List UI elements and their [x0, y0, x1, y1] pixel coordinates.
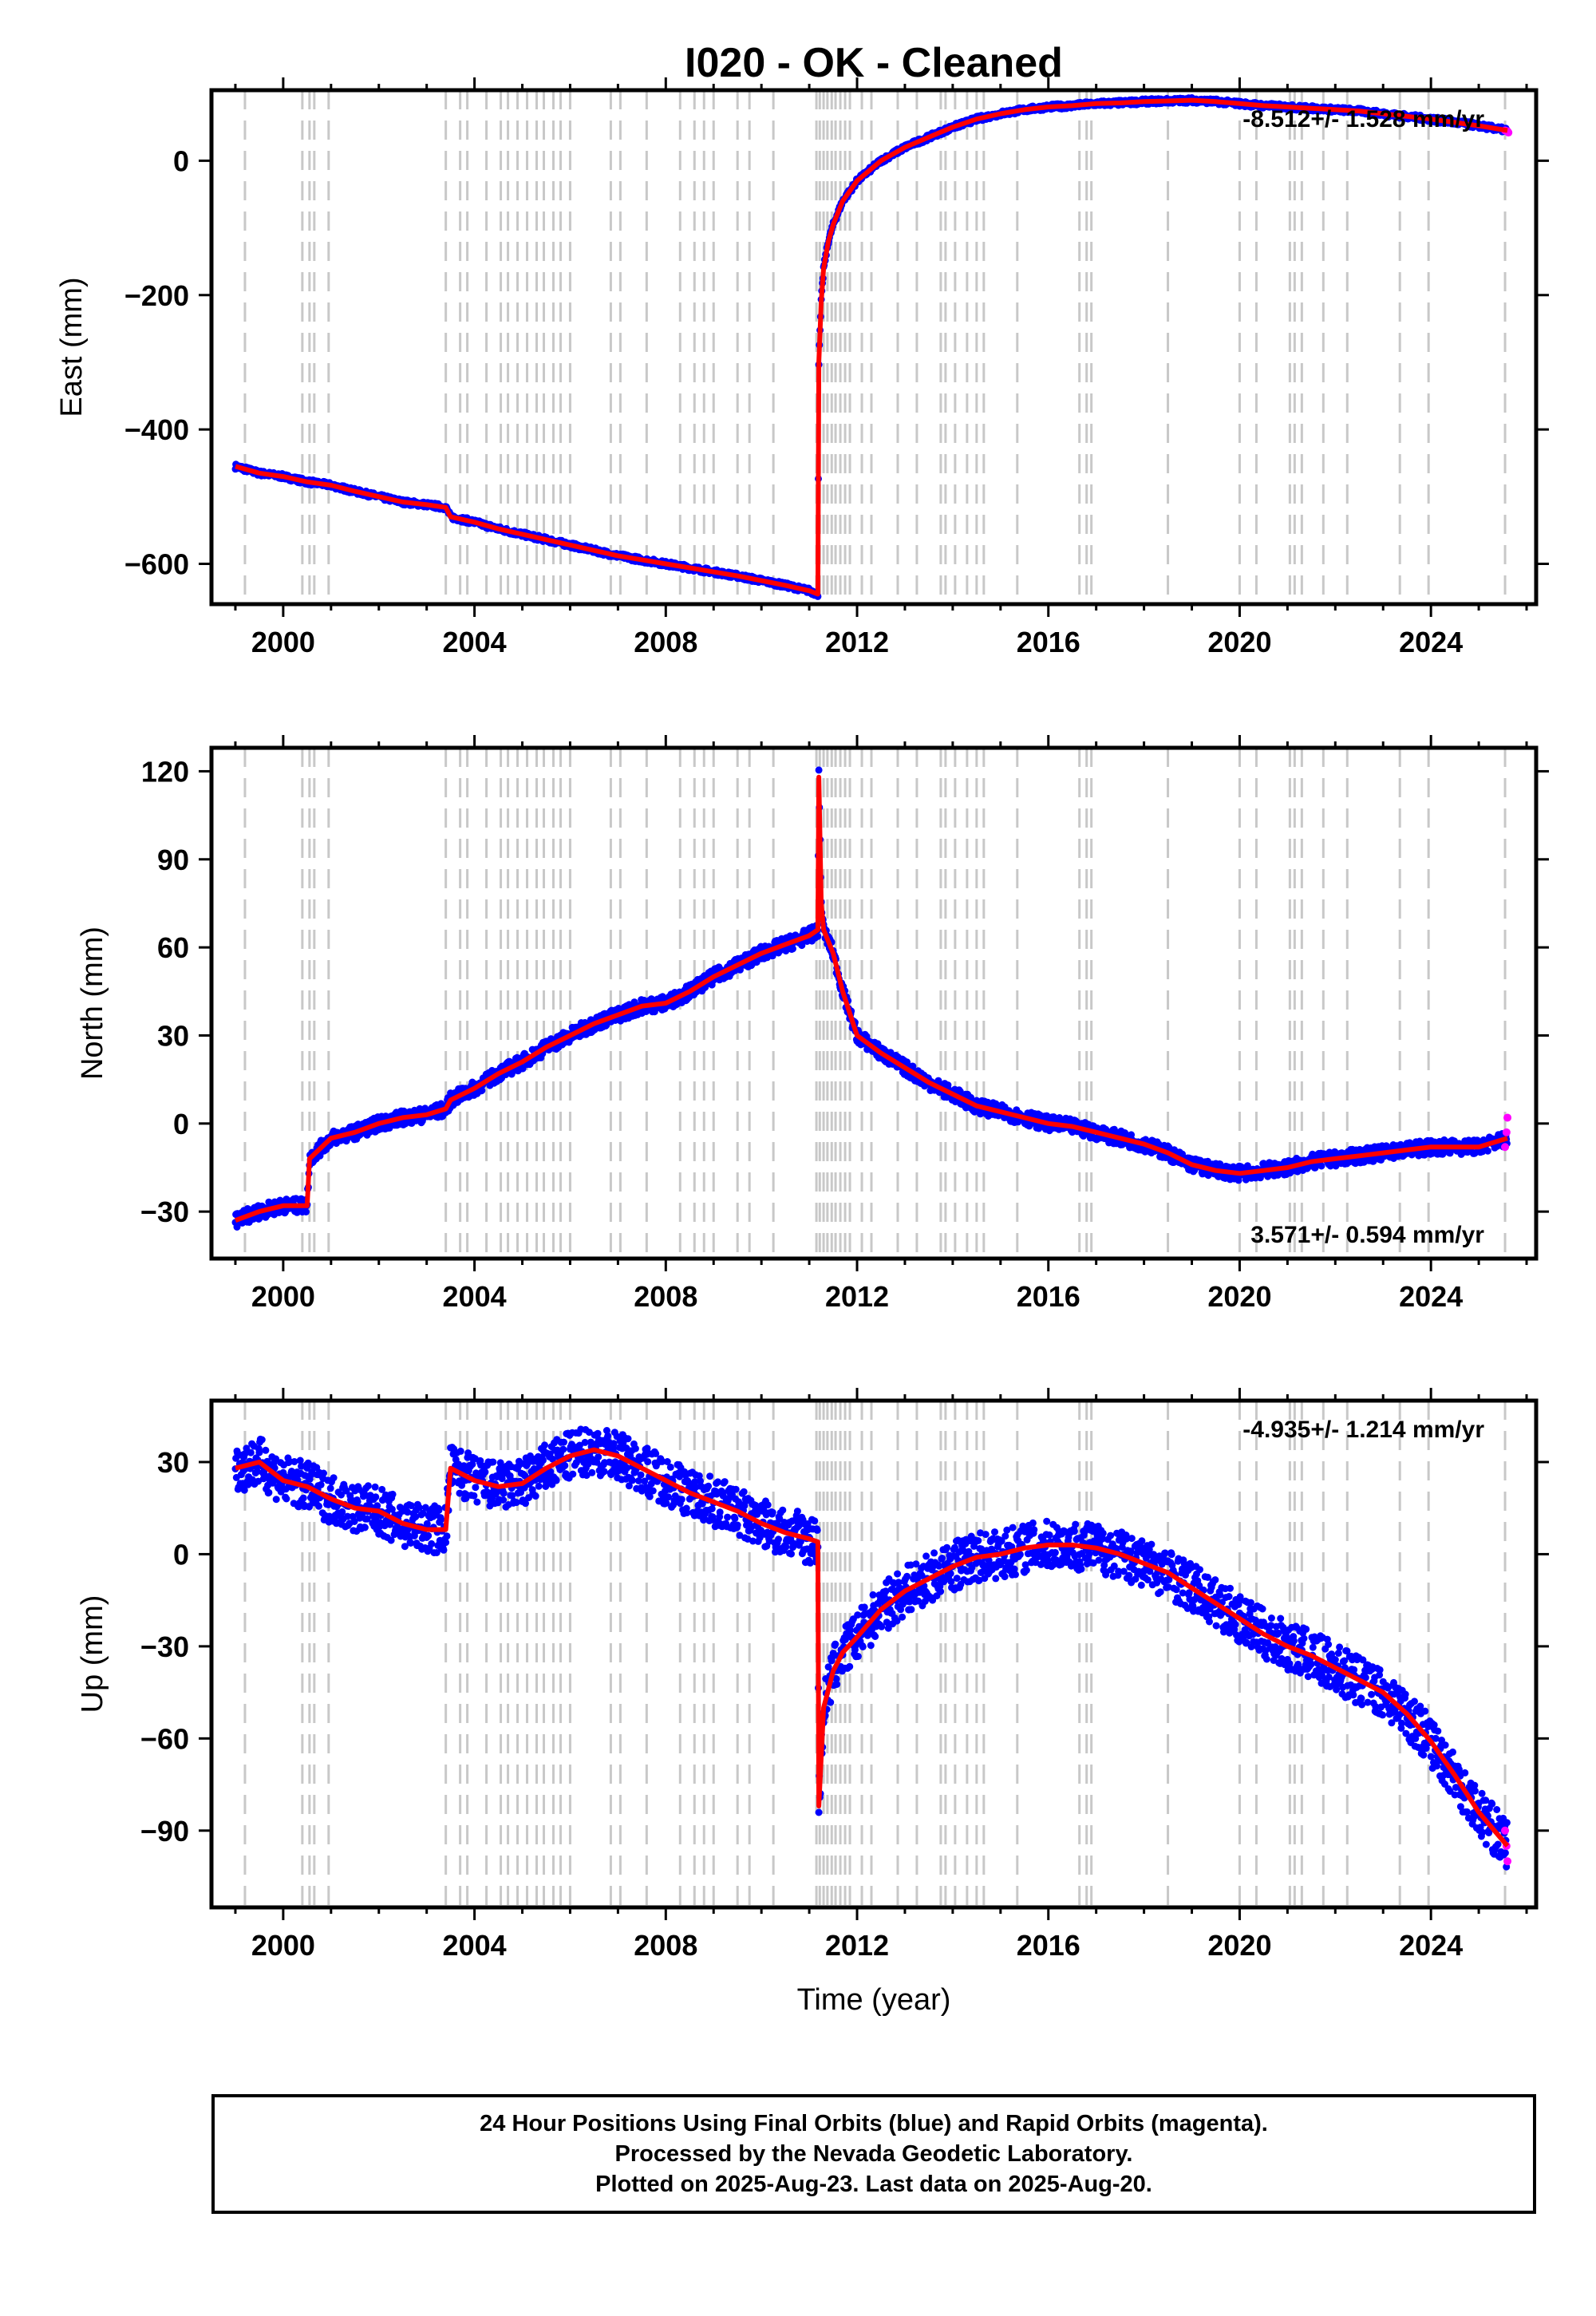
data-point — [1483, 1147, 1491, 1155]
rate-label: -8.512+/- 1.528 mm/yr — [1242, 106, 1484, 132]
data-point — [814, 932, 822, 940]
x-axis-label: Time (year) — [797, 1983, 951, 2017]
data-point — [815, 766, 823, 774]
plot-frame — [209, 88, 1539, 607]
chart-title: I020 - OK - Cleaned — [685, 40, 1063, 86]
y-axis-label: East (mm) — [55, 277, 89, 417]
y-tick-label: 0 — [173, 144, 189, 177]
model-line — [235, 97, 1508, 597]
x-tick-label: 2008 — [634, 626, 697, 658]
panel-north: 2000 2004 2008 2012 2016 2020 2024−30030609012… — [76, 735, 1549, 1313]
x-tick-label: 2024 — [1399, 626, 1463, 658]
event-lines — [243, 748, 1507, 1259]
data-point — [478, 1087, 486, 1094]
y-tick-label: −200 — [124, 279, 189, 312]
panel-east: 2000 2004 2008 2012 2016 2020 2024 −600 −400 −200… — [55, 77, 1549, 658]
data-point — [967, 1093, 974, 1101]
x-tick-label: 2000 — [251, 626, 315, 658]
x-tick-label: 2016 — [1017, 626, 1080, 658]
data-point — [789, 945, 796, 953]
x-tick-label: 2020 — [1207, 626, 1271, 658]
y-tick-label: −400 — [124, 413, 189, 446]
data-point — [302, 1208, 310, 1215]
x-tick-label: 2012 — [825, 626, 889, 658]
data-point — [1317, 1162, 1325, 1170]
data-point — [737, 966, 744, 974]
y-axis: −600 −400 −200 0 — [124, 144, 1549, 580]
gps-time-series-chart: I020 - OK - Cleaned Time (year) 2000 2004… — [55, 40, 1549, 2017]
y-tick-label: −600 — [124, 547, 189, 580]
x-axis: 2000 2004 2008 2012 2016 2020 2024 — [234, 77, 1528, 658]
x-tick-label: 2004 — [443, 626, 507, 658]
